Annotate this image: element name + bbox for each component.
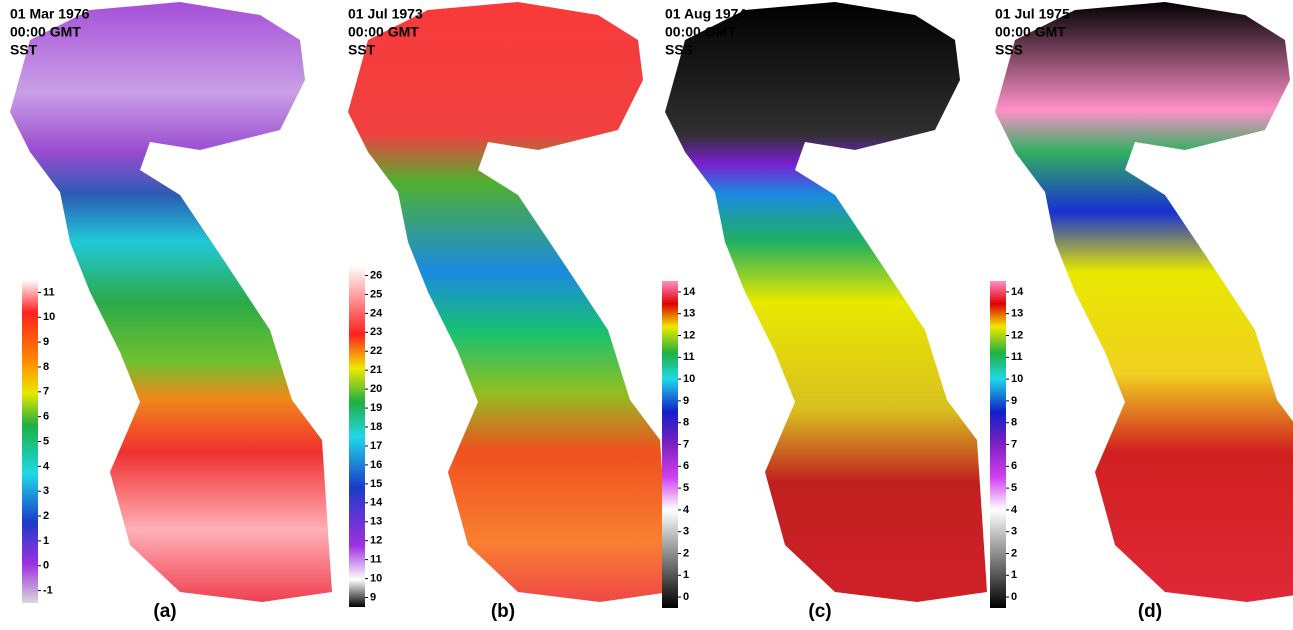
colorbar-tick-label: 7 xyxy=(43,386,49,398)
colorbar-tick-label: 11 xyxy=(370,554,382,566)
colorbar-tick-label: 21 xyxy=(370,364,382,376)
colorbar-tick-label: 6 xyxy=(43,411,49,423)
colorbar-tick-label: 18 xyxy=(370,421,382,433)
colorbar-tick-label: 3 xyxy=(43,485,49,497)
panel-time: 00:00 GMT xyxy=(995,24,1066,40)
colorbar-tick-label: 2 xyxy=(43,510,49,522)
colorbar-tick-label: 7 xyxy=(1011,438,1017,450)
colorbar-tick-label: 20 xyxy=(370,383,382,395)
colorbar-tick-label: 8 xyxy=(43,361,49,373)
panel-label: (d) xyxy=(1138,601,1162,622)
panel-time: 00:00 GMT xyxy=(665,24,736,40)
colorbar-tick-label: 12 xyxy=(1011,329,1023,341)
colorbar-tick-label: 6 xyxy=(1011,460,1017,472)
colorbar-tick-label: 4 xyxy=(43,460,50,472)
panel-variable: SSS xyxy=(665,42,693,58)
colorbar-tick-label: 13 xyxy=(1011,308,1023,320)
colorbar-tick-label: 4 xyxy=(683,504,690,516)
colorbar-tick-label: 2 xyxy=(683,547,689,559)
colorbar-tick-label: 13 xyxy=(683,308,695,320)
colorbar-tick-label: 8 xyxy=(1011,417,1017,429)
colorbar-tick-label: 9 xyxy=(1011,395,1017,407)
sea-map xyxy=(348,2,670,602)
panel-date: 01 Mar 1976 xyxy=(10,6,90,22)
colorbar-tick-label: 14 xyxy=(370,497,383,509)
colorbar-tick-label: 23 xyxy=(370,326,382,338)
colorbar-tick-label: 10 xyxy=(43,311,55,323)
panel-label: (b) xyxy=(491,601,515,622)
panel-date: 01 Aug 1974 xyxy=(665,6,746,22)
colorbar-tick-label: -1 xyxy=(43,584,53,596)
colorbar-tick-label: 9 xyxy=(43,336,49,348)
sea-map xyxy=(10,2,332,602)
colorbar-tick-label: 1 xyxy=(43,535,49,547)
colorbar-tick-label: 26 xyxy=(370,269,382,281)
panel-label: (a) xyxy=(153,601,176,622)
colorbar-tick-label: 17 xyxy=(370,440,382,452)
colorbar-tick-label: 6 xyxy=(683,460,689,472)
colorbar-tick-label: 3 xyxy=(1011,526,1017,538)
colorbar-tick-label: 24 xyxy=(370,307,383,319)
panel: 01 Mar 1976 00:00 GMT SST (a) xyxy=(10,2,332,622)
colorbar-tick-label: 14 xyxy=(1011,286,1024,298)
panel-time: 00:00 GMT xyxy=(348,24,419,40)
colorbar-tick-label: 0 xyxy=(43,560,49,572)
panel: 01 Jul 1975 00:00 GMT SSS (d) xyxy=(995,2,1293,622)
panel-date: 01 Jul 1973 xyxy=(348,6,423,22)
panel: 01 Jul 1973 00:00 GMT SST (b) xyxy=(348,2,670,622)
colorbar-tick-label: 10 xyxy=(1011,373,1023,385)
colorbar-tick-label: 11 xyxy=(43,286,55,298)
panel-variable: SST xyxy=(348,42,376,58)
colorbar-gradient xyxy=(662,281,678,608)
colorbar-tick-label: 3 xyxy=(683,526,689,538)
colorbar-tick-label: 5 xyxy=(683,482,689,494)
panel-time: 00:00 GMT xyxy=(10,24,81,40)
colorbar-tick-label: 0 xyxy=(1011,591,1017,603)
colorbar-tick-label: 1 xyxy=(1011,569,1017,581)
colorbar-tick-label: 11 xyxy=(683,351,695,363)
colorbar-tick-label: 2 xyxy=(1011,547,1017,559)
figure: 01 Mar 197600:00 GMTSST(a)11109876543210… xyxy=(0,0,1293,625)
sea-map xyxy=(995,2,1293,602)
panel-variable: SSS xyxy=(995,42,1023,58)
colorbar-tick-label: 1 xyxy=(683,569,689,581)
colorbar-tick-label: 25 xyxy=(370,288,382,300)
colorbar-tick-label: 0 xyxy=(683,591,689,603)
colorbar-tick-label: 10 xyxy=(370,572,382,584)
colorbar-gradient xyxy=(349,266,365,607)
panel-label: (c) xyxy=(808,601,831,622)
colorbar-tick-label: 9 xyxy=(683,395,689,407)
colorbar-tick-label: 12 xyxy=(683,329,695,341)
colorbar-gradient xyxy=(22,280,38,603)
colorbar-tick-label: 13 xyxy=(370,516,382,528)
colorbar-tick-label: 19 xyxy=(370,402,382,414)
panel-date: 01 Jul 1975 xyxy=(995,6,1070,22)
colorbar-tick-label: 5 xyxy=(1011,482,1017,494)
colorbar-tick-label: 14 xyxy=(683,286,696,298)
colorbar: 26 25 24 23 22 21 20 19 18 17 16 15 14 13 12 11 10 9 xyxy=(349,266,383,607)
page: {"panels": [ {"date": "01 Mar 1976", "ti… xyxy=(0,0,1293,625)
colorbar-tick-label: 10 xyxy=(683,373,695,385)
colorbar-tick-label: 4 xyxy=(1011,504,1018,516)
colorbar-tick-label: 8 xyxy=(683,417,689,429)
colorbar-tick-label: 12 xyxy=(370,535,382,547)
colorbar-tick-label: 22 xyxy=(370,345,382,357)
colorbar-tick-label: 5 xyxy=(43,435,49,447)
sea-map xyxy=(665,2,987,602)
colorbar-tick-label: 15 xyxy=(370,478,382,490)
panel-variable: SST xyxy=(10,42,38,58)
colorbar-gradient xyxy=(990,281,1006,608)
colorbar-tick-label: 9 xyxy=(370,591,376,603)
colorbar-tick-label: 16 xyxy=(370,459,382,471)
panel: 01 Aug 1974 00:00 GMT SSS (c) xyxy=(665,2,987,622)
colorbar-tick-label: 11 xyxy=(1011,351,1023,363)
colorbar-tick-label: 7 xyxy=(683,438,689,450)
